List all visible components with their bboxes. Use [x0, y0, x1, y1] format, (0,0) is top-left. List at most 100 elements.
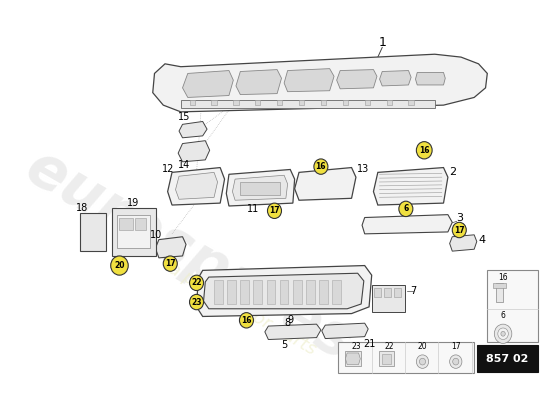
Bar: [496, 283, 503, 302]
Bar: [267, 280, 276, 304]
Polygon shape: [175, 172, 218, 199]
Polygon shape: [450, 235, 477, 251]
Text: 7: 7: [410, 286, 416, 296]
Circle shape: [190, 294, 203, 310]
Polygon shape: [204, 273, 364, 309]
Bar: [135, 218, 146, 230]
Text: 17: 17: [165, 259, 175, 268]
Polygon shape: [322, 323, 368, 338]
Polygon shape: [295, 168, 356, 200]
Bar: [394, 288, 400, 297]
Polygon shape: [183, 70, 233, 98]
Bar: [80, 213, 106, 251]
Text: 6: 6: [403, 204, 409, 213]
Bar: [345, 351, 361, 366]
Polygon shape: [373, 168, 448, 205]
Bar: [112, 208, 156, 256]
Text: 5: 5: [281, 340, 287, 350]
Text: 10: 10: [150, 230, 162, 240]
Polygon shape: [179, 122, 207, 138]
Text: 16: 16: [419, 146, 430, 155]
Text: 16: 16: [241, 316, 252, 325]
Bar: [299, 100, 304, 105]
Bar: [321, 100, 326, 105]
Text: 857 02: 857 02: [486, 354, 529, 364]
Bar: [293, 280, 301, 304]
Circle shape: [111, 256, 128, 275]
Bar: [117, 215, 150, 248]
Bar: [382, 354, 391, 364]
Text: 17: 17: [451, 342, 460, 351]
Ellipse shape: [420, 358, 426, 365]
Text: 17: 17: [269, 206, 280, 215]
Text: 20: 20: [114, 261, 125, 270]
Ellipse shape: [416, 355, 428, 368]
Polygon shape: [168, 168, 224, 205]
Ellipse shape: [501, 331, 505, 336]
Text: 18: 18: [76, 203, 88, 213]
Bar: [319, 280, 328, 304]
Polygon shape: [337, 70, 377, 89]
Bar: [387, 100, 392, 105]
Bar: [384, 288, 391, 297]
Bar: [409, 100, 414, 105]
Bar: [227, 280, 236, 304]
Polygon shape: [379, 70, 411, 86]
Circle shape: [163, 256, 177, 271]
Ellipse shape: [498, 328, 508, 340]
Polygon shape: [226, 170, 295, 206]
Ellipse shape: [453, 358, 459, 365]
Bar: [477, 345, 538, 372]
Bar: [254, 280, 262, 304]
Bar: [338, 342, 474, 373]
Circle shape: [239, 313, 254, 328]
Circle shape: [267, 203, 282, 218]
Text: 15: 15: [178, 112, 190, 122]
Bar: [181, 100, 434, 108]
Bar: [190, 100, 195, 105]
Text: 12: 12: [162, 164, 175, 174]
Bar: [379, 351, 394, 366]
Bar: [375, 288, 381, 297]
Text: 4: 4: [478, 235, 486, 245]
Bar: [493, 283, 505, 288]
Polygon shape: [362, 215, 452, 234]
Text: 2: 2: [449, 167, 456, 177]
Polygon shape: [236, 70, 282, 94]
Bar: [487, 270, 538, 342]
Text: 6: 6: [500, 311, 505, 320]
Bar: [372, 285, 405, 312]
Text: a passion for parts: a passion for parts: [165, 259, 319, 358]
Bar: [255, 100, 261, 105]
Bar: [365, 100, 370, 105]
Text: 17: 17: [454, 226, 465, 234]
Polygon shape: [415, 72, 446, 85]
Polygon shape: [196, 266, 372, 316]
Polygon shape: [156, 237, 186, 258]
Text: 20: 20: [417, 342, 427, 351]
Text: 16: 16: [498, 272, 508, 282]
Bar: [214, 280, 223, 304]
Polygon shape: [345, 353, 360, 364]
Text: 23: 23: [191, 298, 202, 306]
Polygon shape: [233, 175, 288, 200]
Text: 11: 11: [248, 204, 260, 214]
Polygon shape: [178, 141, 210, 162]
Text: 16: 16: [316, 162, 326, 171]
Circle shape: [416, 142, 432, 159]
Bar: [119, 218, 133, 230]
Ellipse shape: [494, 324, 512, 343]
Text: 1: 1: [378, 36, 386, 49]
Bar: [233, 100, 239, 105]
Text: 13: 13: [357, 164, 369, 174]
Bar: [332, 280, 341, 304]
Bar: [240, 182, 280, 196]
Bar: [277, 100, 282, 105]
Bar: [280, 280, 289, 304]
Text: 3: 3: [456, 214, 463, 224]
Circle shape: [314, 159, 328, 174]
Polygon shape: [265, 324, 321, 340]
Bar: [306, 280, 315, 304]
Ellipse shape: [450, 355, 462, 368]
Bar: [343, 100, 348, 105]
